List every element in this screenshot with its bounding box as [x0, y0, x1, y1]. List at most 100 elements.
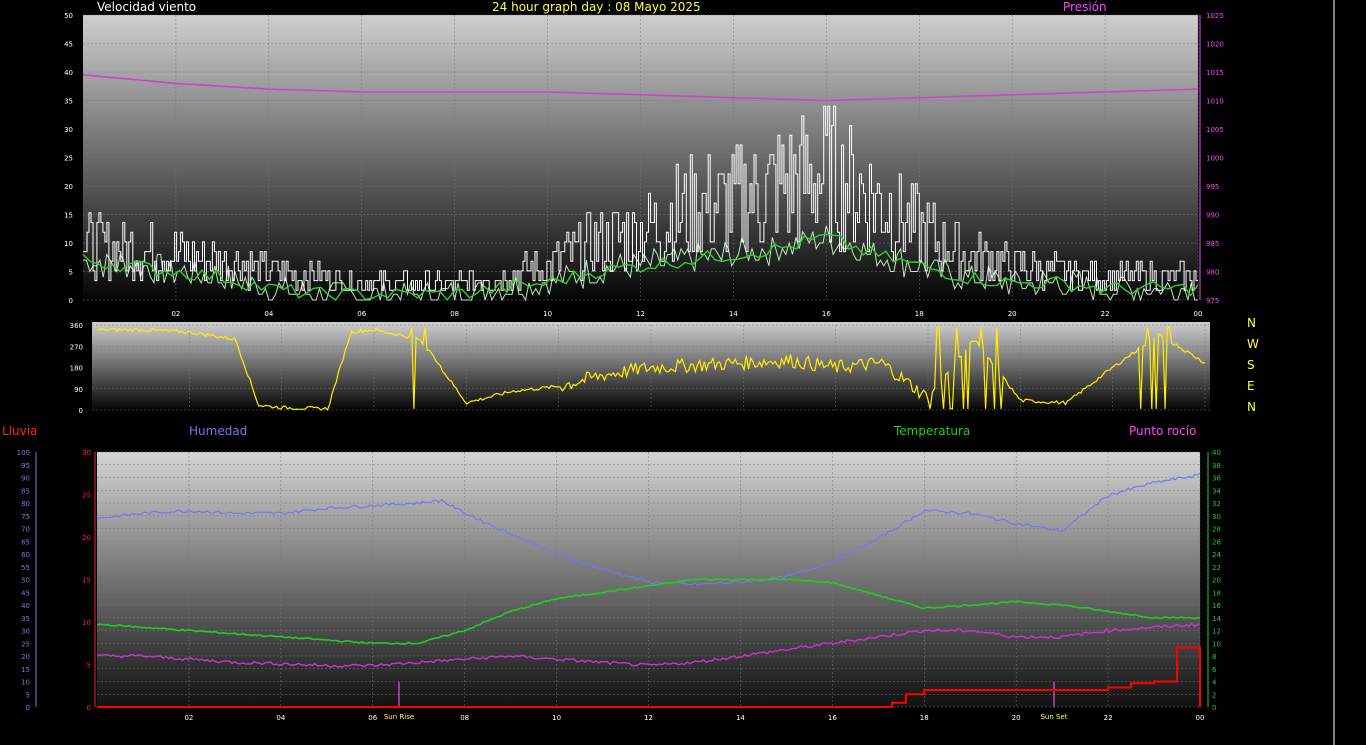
wind-y-tick: 35: [64, 98, 73, 106]
wind-x-tick: 18: [915, 310, 924, 318]
humidity-y-tick: 15: [21, 666, 30, 674]
wind-x-tick: 04: [264, 310, 273, 318]
temperature-y-tick: 22: [1212, 564, 1221, 572]
rain-axis: 0 5 10 15 20 25 30: [82, 449, 96, 712]
direction-axis: 0 90 180 270 360: [70, 322, 83, 415]
wind-speed-label: Velocidad viento: [97, 0, 196, 14]
dewpoint-line: [97, 622, 1201, 668]
humidity-y-tick: 65: [21, 538, 30, 546]
humidity-y-tick: 5: [26, 691, 30, 699]
wind-x-tick: 10: [543, 310, 552, 318]
humidity-label: Humedad: [189, 424, 247, 438]
temperature-y-tick: 2: [1212, 691, 1216, 699]
thermo-x-tick: 14: [736, 714, 745, 722]
compass-s: S: [1247, 358, 1255, 372]
sunrise-label: Sun Rise: [384, 713, 414, 721]
humidity-y-tick: 60: [21, 551, 30, 559]
temperature-line: [96, 578, 1201, 645]
thermo-x-tick: 04: [276, 714, 285, 722]
humidity-y-tick: 70: [21, 526, 30, 534]
thermo-x-tick: 12: [644, 714, 653, 722]
humidity-axis: 0 5 10 15 20 25 30 35 40 45 50 55 60 65 70 75 80 85 90 95 10…: [17, 449, 37, 712]
compass-w: W: [1247, 337, 1259, 351]
wind-x-tick: 00: [1194, 310, 1203, 318]
wind-x-tick: 12: [636, 310, 645, 318]
humidity-y-tick: 55: [21, 564, 30, 572]
humidity-y-tick: 90: [21, 475, 30, 483]
pressure-y-tick: 975: [1206, 297, 1219, 305]
direction-y-tick: 360: [70, 322, 83, 330]
compass-n-bottom: N: [1247, 400, 1256, 414]
temperature-y-tick: 32: [1212, 500, 1221, 508]
temperature-y-tick: 40: [1212, 449, 1221, 457]
temperature-y-tick: 16: [1212, 602, 1221, 610]
direction-y-tick: 270: [70, 343, 83, 351]
thermo-x-tick: 10: [552, 714, 561, 722]
temperature-y-tick: 30: [1212, 513, 1221, 521]
humidity-y-tick: 40: [21, 602, 30, 610]
pressure-y-tick: 1010: [1206, 98, 1224, 106]
temperature-y-tick: 26: [1212, 538, 1221, 546]
rain-y-tick: 15: [82, 577, 91, 585]
sunset-label: Sun Set: [1040, 713, 1067, 721]
temperature-y-tick: 6: [1212, 666, 1217, 674]
direction-y-tick: 0: [79, 407, 83, 415]
humidity-y-tick: 50: [21, 577, 30, 585]
humidity-y-tick: 30: [21, 628, 30, 636]
compass-n-top: N: [1247, 316, 1256, 330]
wind-y-tick: 40: [64, 69, 73, 77]
wind-y-tick: 0: [69, 297, 73, 305]
pressure-y-tick: 995: [1206, 183, 1219, 191]
compass-e: E: [1247, 379, 1255, 393]
humidity-line: [96, 472, 1201, 586]
humidity-y-tick: 20: [21, 653, 30, 661]
pressure-y-tick: 980: [1206, 269, 1219, 277]
thermo-x-tick: 02: [184, 714, 193, 722]
thermo-x-tick: 22: [1104, 714, 1113, 722]
humidity-y-tick: 95: [21, 462, 30, 470]
wind-series: [82, 74, 1199, 302]
temperature-y-tick: 18: [1212, 589, 1221, 597]
wind-x-tick: 06: [357, 310, 366, 318]
thermo-time-axis: 02 04 06 08 10 12 14 16 18 20 22 00: [184, 714, 1204, 722]
wind-x-tick: 08: [450, 310, 459, 318]
thermo-x-tick: 16: [828, 714, 837, 722]
pressure-y-tick: 1025: [1206, 12, 1224, 20]
direction-panel: 0 90 180 270 360: [70, 322, 1210, 415]
wind-average-line: [82, 233, 1199, 302]
temperature-y-tick: 12: [1212, 628, 1221, 636]
temperature-y-tick: 10: [1212, 640, 1221, 648]
pressure-label: Presión: [1063, 0, 1107, 14]
pressure-y-tick: 990: [1206, 212, 1219, 220]
wind-x-tick: 22: [1101, 310, 1110, 318]
humidity-y-tick: 45: [21, 589, 30, 597]
wind-y-tick: 15: [64, 212, 73, 220]
thermo-x-tick: 00: [1196, 714, 1205, 722]
temperature-y-tick: 0: [1212, 704, 1216, 712]
pressure-y-tick: 985: [1206, 240, 1219, 248]
thermo-x-tick: 20: [1012, 714, 1021, 722]
pressure-y-tick: 1020: [1206, 41, 1224, 49]
humidity-y-tick: 0: [26, 704, 30, 712]
temperature-y-tick: 34: [1212, 487, 1221, 495]
temperature-y-tick: 24: [1212, 551, 1221, 559]
wind-direction-line: [96, 326, 1206, 411]
temperature-y-tick: 28: [1212, 526, 1221, 534]
temperature-y-tick: 14: [1212, 615, 1221, 623]
dewpoint-label: Punto rocío: [1129, 424, 1196, 438]
wind-y-tick: 45: [64, 41, 73, 49]
wind-y-tick: 25: [64, 155, 73, 163]
rain-line: [97, 646, 1201, 708]
rain-y-tick: 25: [82, 492, 91, 500]
wind-y-tick: 30: [64, 126, 73, 134]
pressure-y-tick: 1000: [1206, 155, 1224, 163]
pressure-y-tick: 1005: [1206, 126, 1224, 134]
thermo-x-tick: 18: [920, 714, 929, 722]
thermo-series: [96, 472, 1201, 708]
humidity-y-tick: 25: [21, 640, 30, 648]
wind-y-tick: 50: [64, 12, 73, 20]
